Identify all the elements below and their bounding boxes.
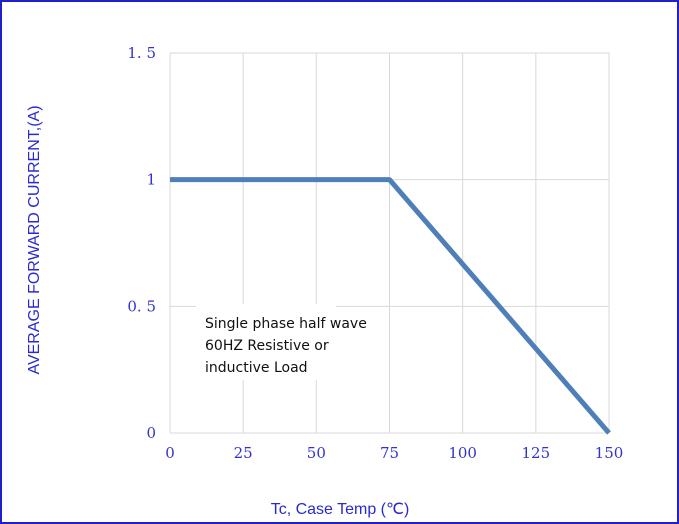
series-layer (170, 177, 611, 435)
x-tick-label: 25 (234, 444, 253, 462)
annotation-line-2: 60HZ Resistive or (205, 338, 329, 354)
x-tick-label: 0 (165, 444, 175, 462)
annotation-line-3: inductive Load (205, 360, 308, 376)
x-tick-label: 100 (448, 444, 477, 462)
x-tick-label: 75 (380, 444, 399, 462)
x-tick-label: 50 (307, 444, 326, 462)
y-axis-title: AVERAGE FORWARD CURRENT,(A) (26, 105, 43, 374)
y-tick-label: 0 (146, 424, 156, 442)
y-tick-label: 0. 5 (127, 297, 156, 315)
x-tick-label: 150 (595, 444, 624, 462)
tick-labels: 0 25 50 75 100 125 150 0 0. 5 1 1. 5 (127, 44, 623, 462)
annotation-box (196, 304, 336, 380)
x-tick-label: 125 (522, 444, 551, 462)
y-tick-label: 1 (146, 171, 156, 189)
annotation-line-1: Single phase half wave (205, 316, 367, 332)
x-axis-title: Tc, Case Temp (℃) (271, 501, 410, 518)
y-tick-label: 1. 5 (127, 44, 156, 62)
derating-curve (170, 177, 611, 435)
